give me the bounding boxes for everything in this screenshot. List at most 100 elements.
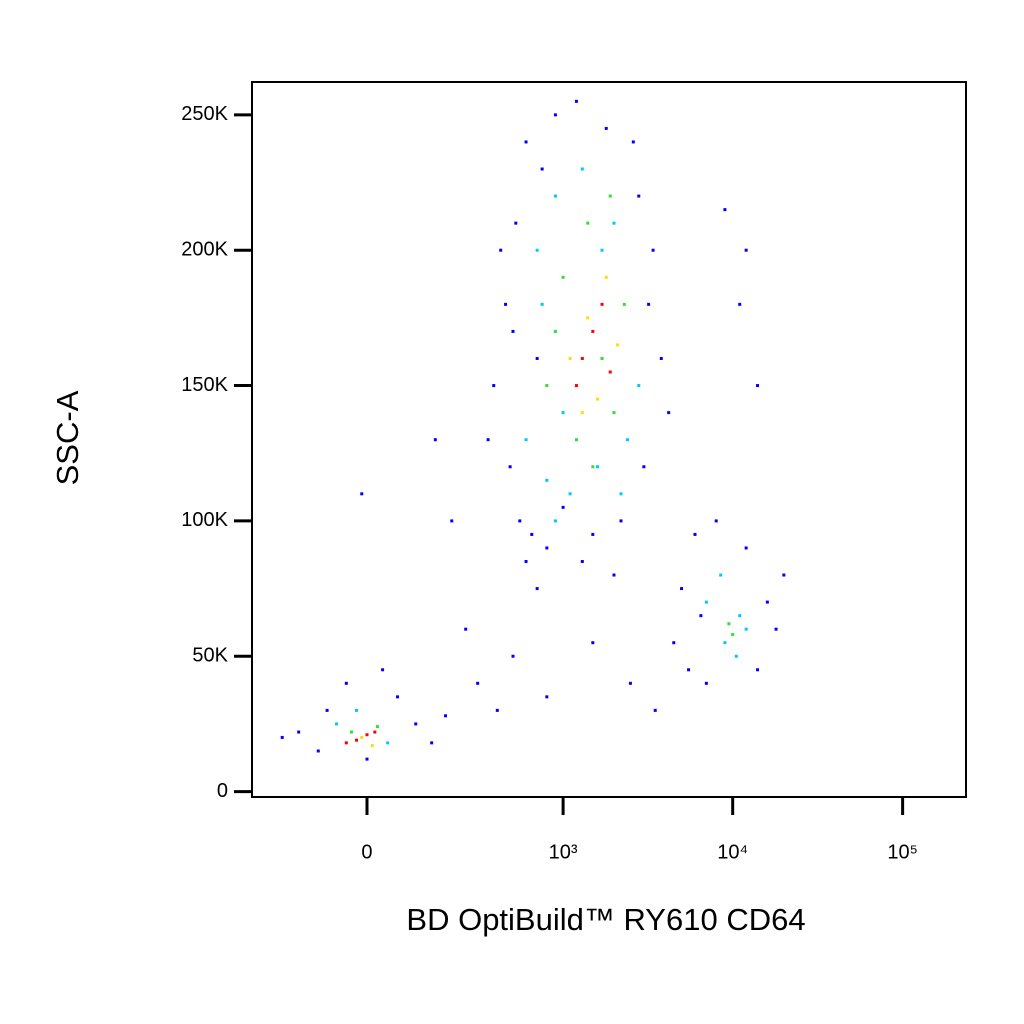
y-tick-label: 250K [181, 103, 228, 125]
point [699, 614, 703, 618]
x-tick-label: 0 [361, 841, 372, 863]
point [719, 573, 723, 577]
point [355, 738, 359, 742]
point [756, 668, 760, 672]
point [545, 384, 549, 388]
point [659, 356, 663, 360]
point [714, 519, 718, 523]
point [334, 722, 338, 726]
point [622, 302, 626, 306]
y-axis-label: SSC-A [50, 390, 85, 485]
point [396, 695, 400, 699]
point [738, 614, 742, 618]
point [637, 194, 641, 198]
point [518, 519, 522, 523]
point [464, 627, 468, 631]
point [612, 221, 616, 225]
point [727, 622, 731, 626]
point [504, 302, 508, 306]
point [591, 641, 595, 645]
point [680, 587, 684, 591]
point [647, 302, 651, 306]
point [535, 248, 539, 252]
point [744, 627, 748, 631]
point [631, 140, 635, 144]
point [653, 708, 657, 712]
point [553, 329, 557, 333]
y-tick-label: 150K [181, 374, 228, 396]
point [568, 356, 572, 360]
point [476, 681, 480, 685]
point [568, 492, 572, 496]
point [344, 741, 348, 745]
point [386, 741, 390, 745]
point [604, 275, 608, 279]
point [545, 478, 549, 482]
point [616, 343, 620, 347]
point [672, 641, 676, 645]
y-tick-label: 50K [192, 645, 228, 667]
point [744, 248, 748, 252]
point [545, 546, 549, 550]
point [580, 167, 584, 171]
point [596, 465, 600, 469]
point [561, 411, 565, 415]
point [612, 411, 616, 415]
point [349, 730, 353, 734]
point [316, 749, 320, 753]
point [355, 708, 359, 712]
point [600, 248, 604, 252]
point [782, 573, 786, 577]
point [608, 194, 612, 198]
point [535, 356, 539, 360]
point [619, 519, 623, 523]
point [325, 708, 329, 712]
point [553, 519, 557, 523]
point [619, 492, 623, 496]
point [514, 221, 518, 225]
y-tick-label: 200K [181, 238, 228, 260]
point [553, 194, 557, 198]
point [667, 411, 671, 415]
point [375, 725, 379, 729]
point [360, 492, 364, 496]
point [297, 730, 301, 734]
point [280, 735, 284, 739]
point [430, 741, 434, 745]
point [344, 681, 348, 685]
x-tick-label: 10³ [549, 841, 578, 863]
plot-frame [251, 81, 967, 798]
point [651, 248, 655, 252]
y-tick-label: 0 [217, 780, 228, 802]
x-axis-label: BD OptiBuild™ RY610 CD64 [406, 902, 805, 937]
point [545, 695, 549, 699]
point [586, 221, 590, 225]
point [604, 126, 608, 130]
point [414, 722, 418, 726]
point [591, 329, 595, 333]
point [612, 573, 616, 577]
point [370, 744, 374, 748]
point [628, 681, 632, 685]
point [580, 356, 584, 360]
point [492, 384, 496, 388]
point [495, 708, 499, 712]
point [365, 733, 369, 737]
point [373, 730, 377, 734]
y-tick-label: 100K [181, 509, 228, 531]
point [693, 532, 697, 536]
point [540, 302, 544, 306]
point [608, 370, 612, 374]
point [731, 633, 735, 637]
point [600, 302, 604, 306]
point [499, 248, 503, 252]
point [723, 208, 727, 212]
point [524, 438, 528, 442]
point [540, 167, 544, 171]
point [744, 546, 748, 550]
point [511, 329, 515, 333]
point [596, 397, 600, 401]
point [535, 587, 539, 591]
point [381, 668, 385, 672]
